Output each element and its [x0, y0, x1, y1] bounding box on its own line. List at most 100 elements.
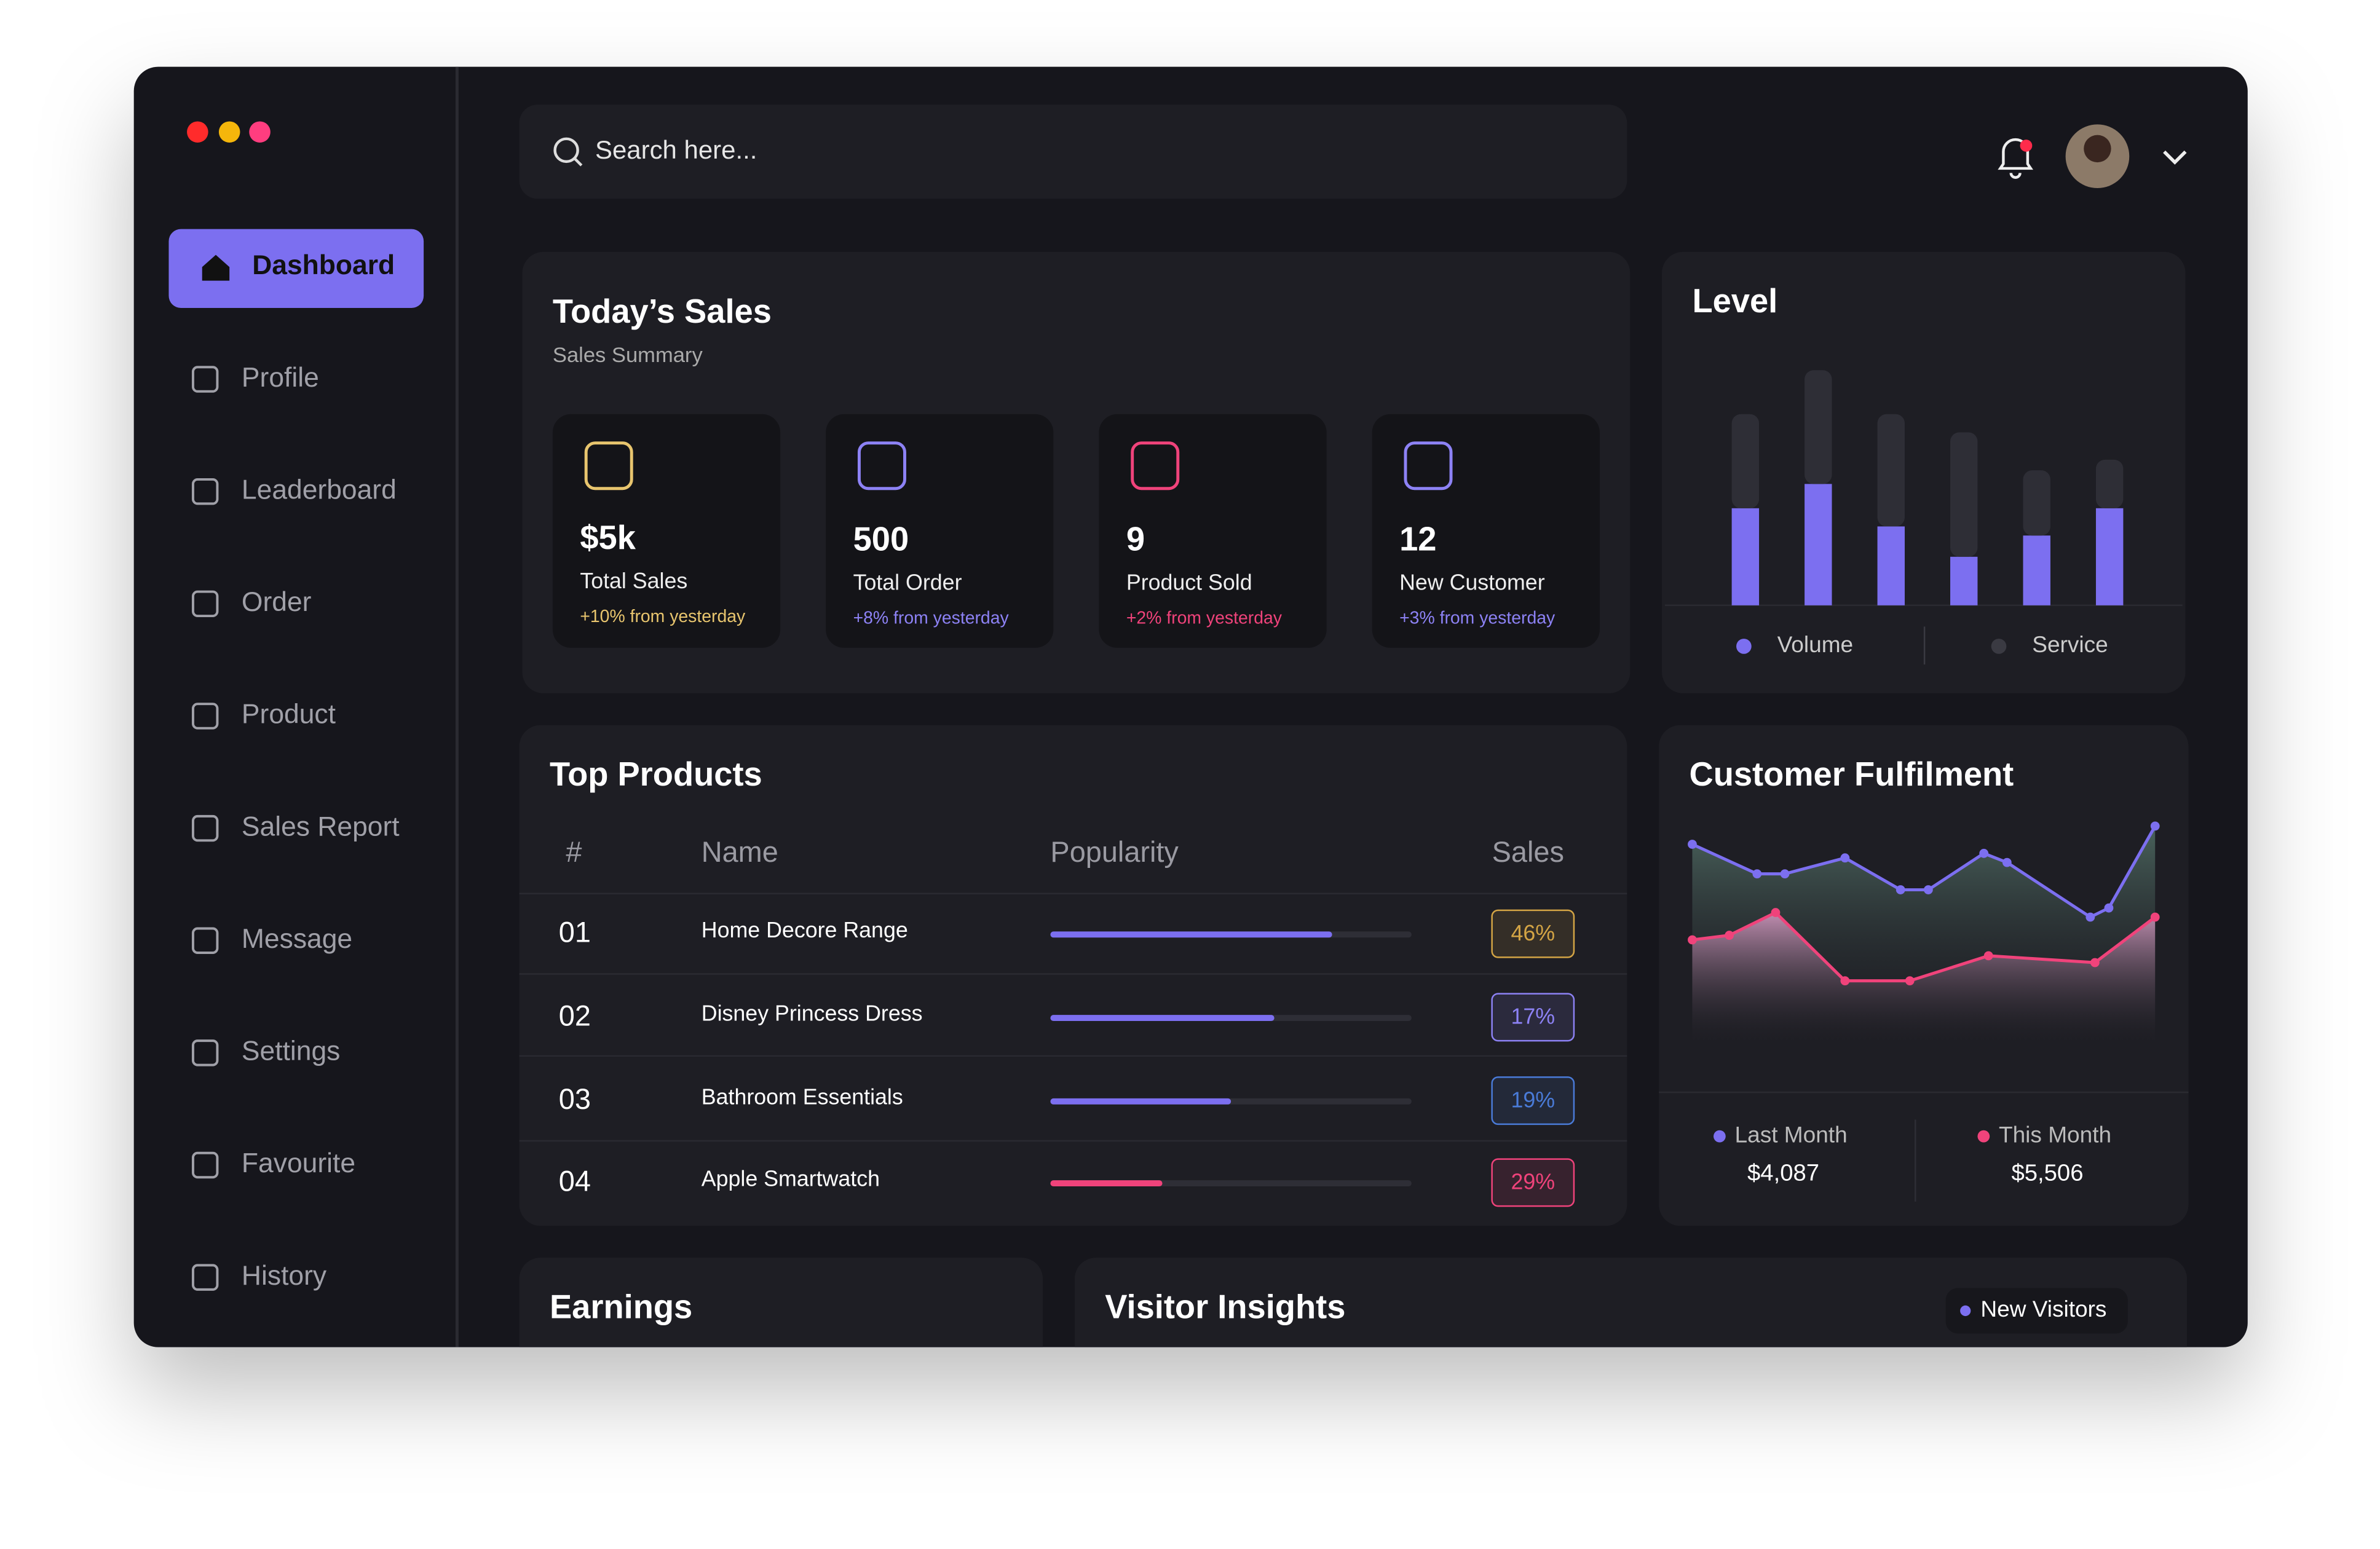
point	[1688, 935, 1697, 945]
legend-badge	[1945, 1288, 2128, 1334]
todays-sales-panel	[522, 251, 1631, 693]
point	[1979, 848, 1989, 858]
point	[2150, 821, 2160, 831]
sales-badge	[1491, 1076, 1575, 1125]
bar	[1877, 414, 1905, 527]
stat-change: +10% from yesterday	[580, 607, 746, 626]
product-name: Disney Princess Dress	[702, 1001, 923, 1026]
panel-title: Earnings	[550, 1288, 692, 1325]
panel-title: Top Products	[550, 755, 762, 793]
nav-item[interactable]: Profile	[242, 363, 319, 393]
point	[1752, 869, 1762, 879]
stat-value: 9	[1126, 520, 1145, 558]
nav-item[interactable]: Sales Report	[242, 811, 400, 842]
area-line	[1692, 910, 2156, 983]
point	[1840, 976, 1850, 986]
chevron[interactable]	[2163, 150, 2187, 165]
bar	[2095, 508, 2124, 605]
nav-active[interactable]	[168, 229, 424, 309]
product-name: Bathroom Essentials	[702, 1084, 903, 1109]
stat-label: Product Sold	[1126, 570, 1252, 595]
point	[1688, 840, 1697, 849]
point	[1923, 885, 1933, 894]
legend-dot	[1960, 1305, 1971, 1317]
stat-change: +2% from yesterday	[1126, 608, 1283, 628]
stat-value: $5k	[580, 519, 636, 556]
stat-icon	[584, 441, 633, 491]
nav-item[interactable]: Dashboard	[252, 250, 395, 280]
nav-icon	[191, 1264, 219, 1291]
bar	[2095, 459, 2124, 508]
point	[1771, 908, 1781, 917]
popularity-bar	[1050, 1180, 1163, 1187]
nav-icon	[191, 927, 219, 954]
bell-icon[interactable]	[1998, 138, 2033, 179]
nav-icon	[191, 1151, 219, 1179]
point	[2085, 912, 2095, 922]
legend-label: Service	[2032, 631, 2108, 657]
window-content: Search here... Today’s Sales Sales Summa…	[168, 66, 2189, 1347]
bar	[1731, 508, 1760, 605]
stat-card	[1372, 414, 1600, 648]
nav-icon	[191, 366, 219, 393]
rank: 01	[559, 916, 591, 948]
nav-item[interactable]: History	[242, 1261, 327, 1291]
nav-icon	[191, 590, 219, 618]
nav-item[interactable]: Message	[242, 924, 352, 954]
nav-item[interactable]: Order	[242, 587, 312, 617]
stat-icon	[1404, 441, 1453, 491]
search-bar[interactable]	[519, 104, 1627, 199]
search-icon	[574, 157, 583, 167]
stat-value: 12	[1399, 520, 1436, 558]
bar	[1731, 414, 1760, 508]
sales-badge	[1491, 909, 1575, 958]
point	[1896, 885, 1905, 894]
bar	[1877, 526, 1905, 605]
popularity-bar	[1050, 1098, 1232, 1105]
legend-total: $4,087	[1747, 1159, 1819, 1186]
stat-value: 500	[853, 520, 909, 558]
column-header: Name	[702, 836, 778, 868]
sales-badge	[1491, 1158, 1575, 1207]
top-products-panel	[519, 725, 1627, 1226]
nav-icon	[191, 814, 219, 842]
search-icon	[553, 137, 579, 164]
product-name: Apple Smartwatch	[702, 1167, 880, 1191]
legend-label: New Visitors	[1980, 1296, 2106, 1322]
point	[1983, 951, 1993, 961]
popularity-bar	[1050, 1015, 1275, 1022]
notification-dot	[2020, 140, 2033, 152]
nav-item[interactable]: Favourite	[242, 1148, 355, 1178]
column-header: Sales	[1492, 836, 1564, 868]
level-panel	[1662, 251, 2186, 693]
nav-icon	[191, 478, 219, 505]
window-dot[interactable]	[249, 121, 271, 143]
sales-value: 17%	[1511, 1004, 1555, 1029]
bar	[1950, 432, 1978, 557]
stat-change: +3% from yesterday	[1399, 608, 1556, 628]
point	[2002, 857, 2012, 867]
avatar-face	[2084, 135, 2111, 163]
point	[2090, 958, 2100, 968]
bar	[1805, 484, 1832, 605]
nav-item[interactable]: Product	[242, 700, 336, 730]
panel-title: Visitor Insights	[1105, 1288, 1345, 1325]
bar	[2023, 535, 2050, 605]
point	[2104, 903, 2114, 913]
nav-icon	[202, 254, 230, 281]
stat-card	[826, 414, 1054, 648]
window-dot[interactable]	[218, 121, 240, 143]
legend-dot	[1977, 1130, 1990, 1143]
nav-item[interactable]: Leaderboard	[242, 475, 397, 505]
stat-icon	[1131, 441, 1180, 491]
column-header: #	[566, 836, 582, 868]
window-dot[interactable]	[187, 121, 208, 143]
sales-value: 29%	[1511, 1170, 1555, 1194]
nav-item[interactable]: Settings	[242, 1036, 340, 1066]
sales-badge	[1491, 993, 1575, 1042]
stat-icon	[857, 441, 906, 491]
legend-dot	[1736, 639, 1752, 654]
legend-dot	[1713, 1130, 1726, 1143]
popularity-bar	[1050, 931, 1332, 938]
